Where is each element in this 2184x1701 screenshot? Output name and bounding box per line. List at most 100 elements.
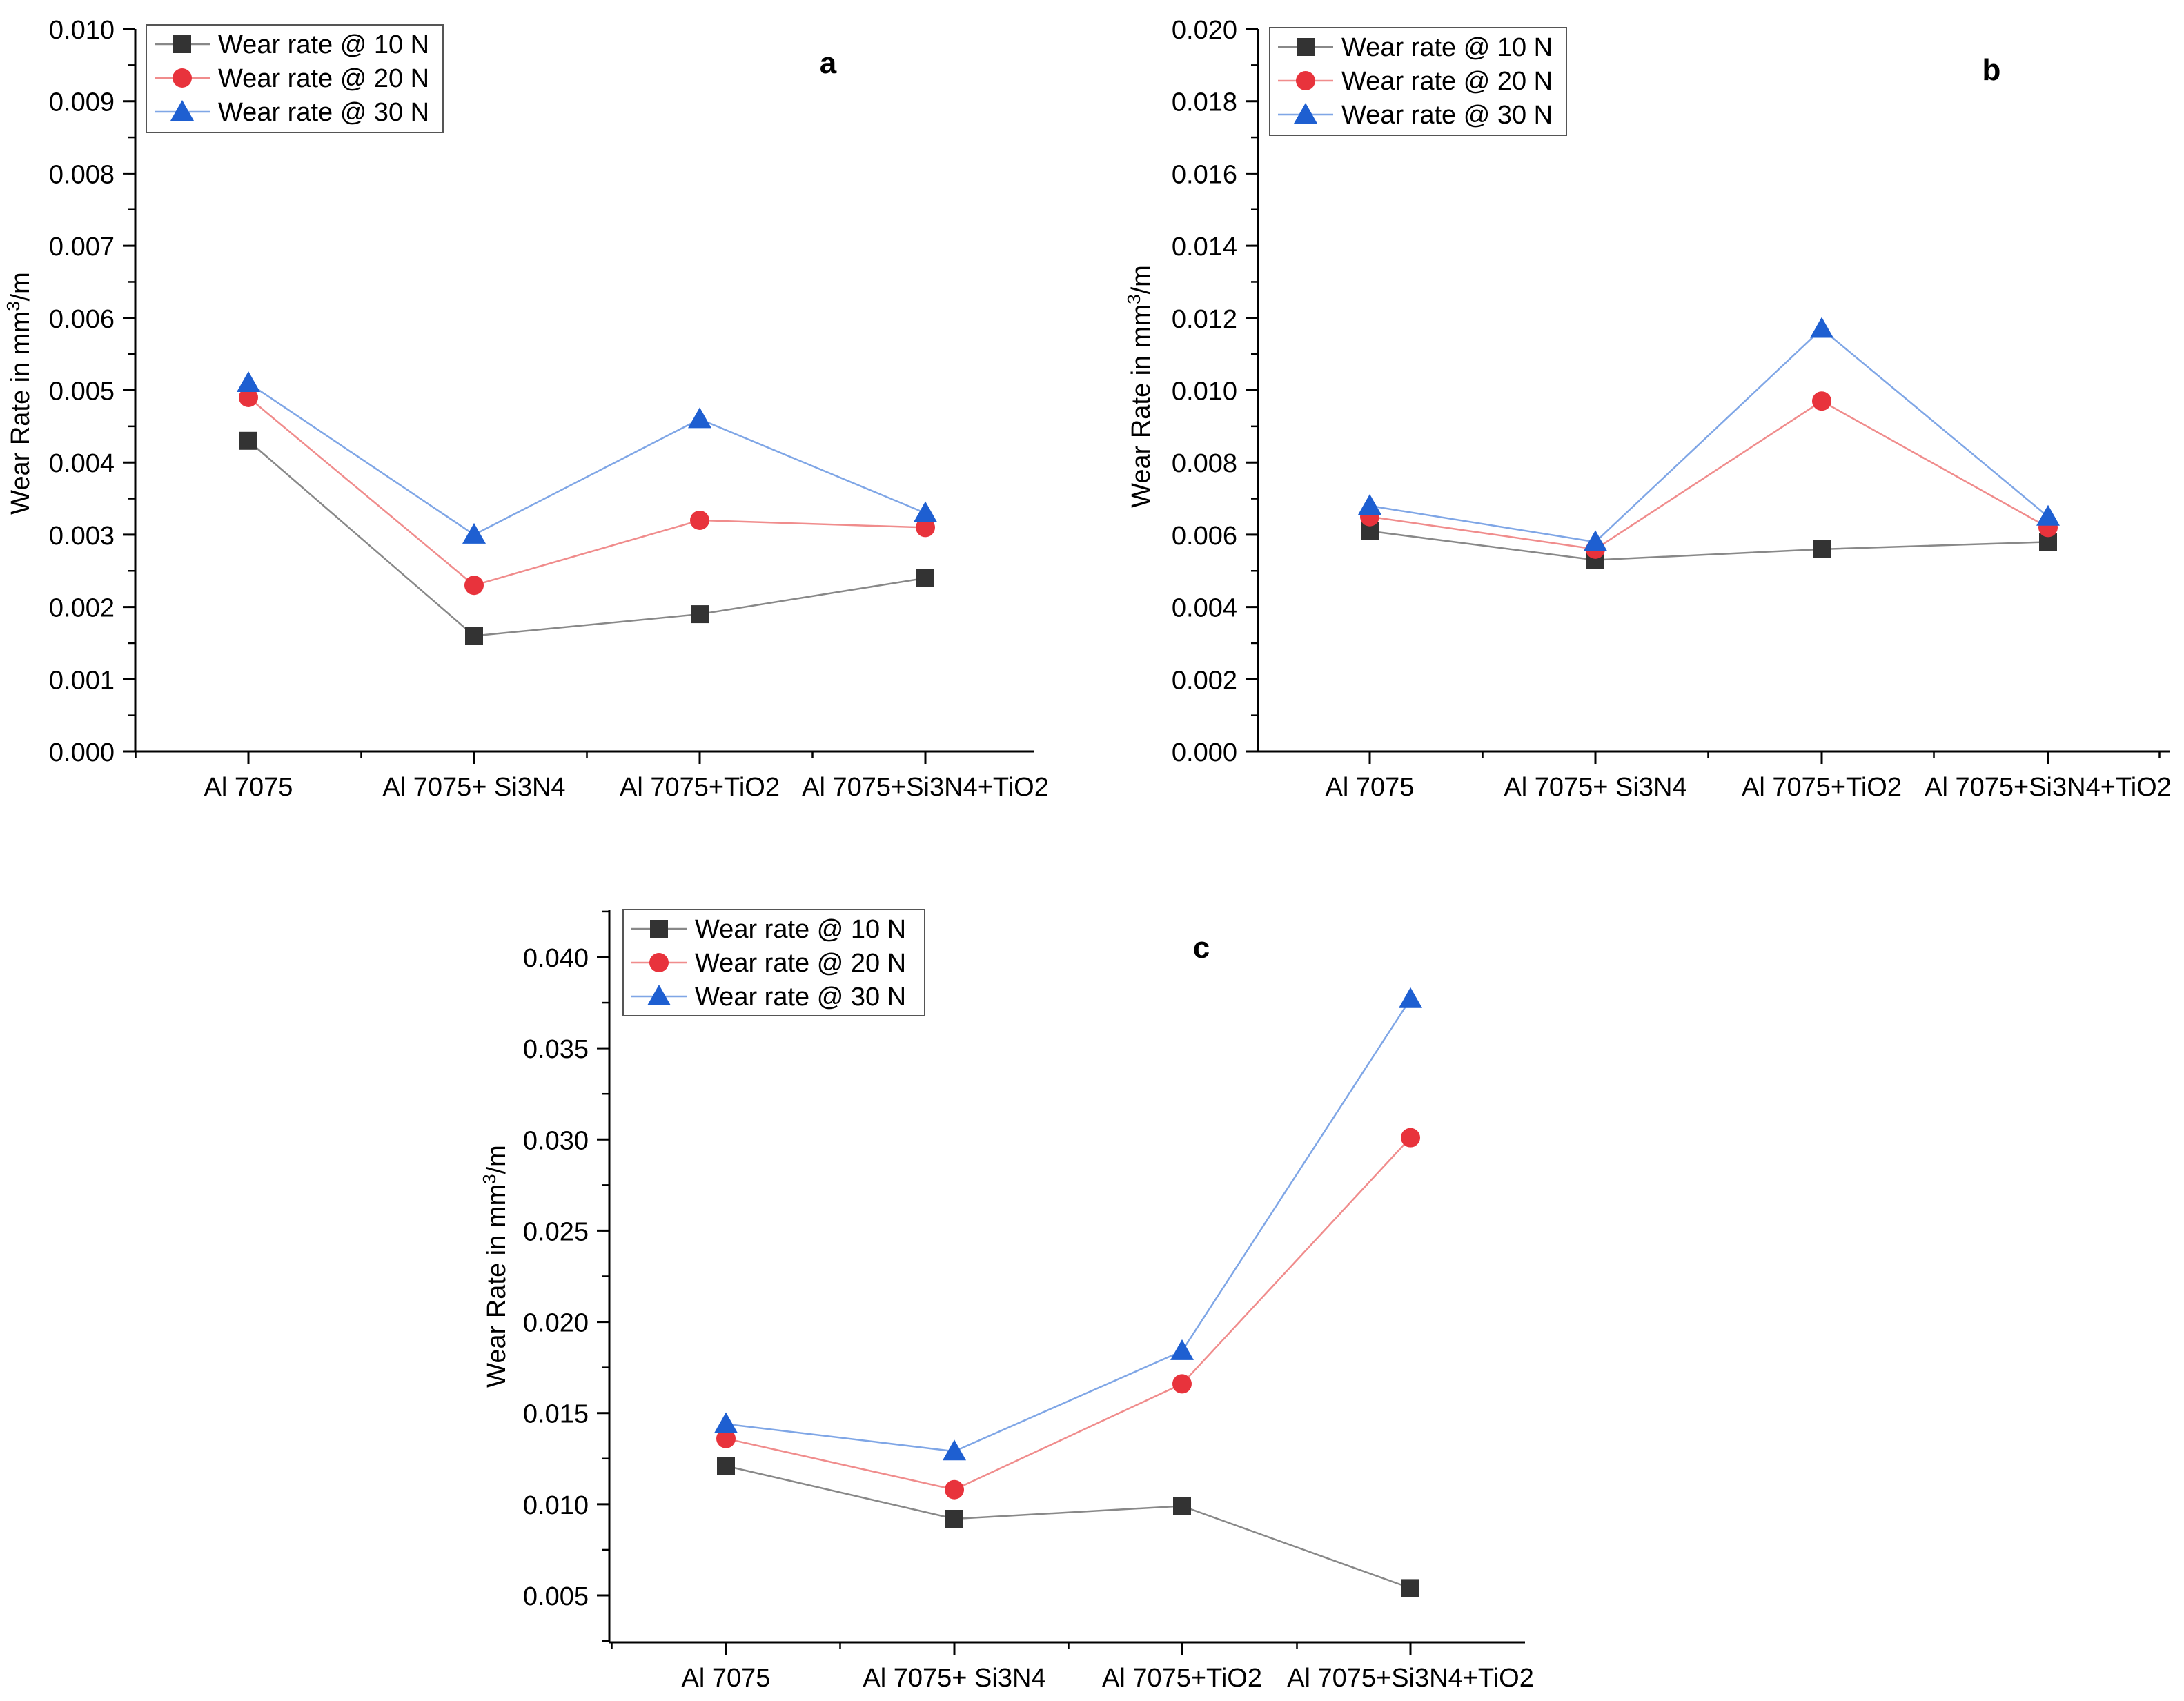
- legend: Wear rate @ 10 N Wear rate @ 20 N Wear rat…: [622, 909, 925, 1016]
- series-marker-circle: [1401, 1128, 1420, 1148]
- series-marker-square: [465, 627, 483, 645]
- series-marker-triangle: [714, 1412, 738, 1433]
- legend-entry-label: Wear rate @ 10 N: [1341, 33, 1553, 62]
- y-axis-label-superscript: 3: [1123, 294, 1144, 304]
- series-marker-square: [1813, 540, 1831, 558]
- y-tick-label: 0.015: [523, 1400, 589, 1429]
- series-line-3: [1369, 327, 2049, 543]
- series-marker-triangle: [688, 407, 711, 429]
- x-tick-label: Al 7075+Si3N4+TiO2: [1925, 773, 2172, 802]
- y-axis-label-main: Wear Rate in mm: [6, 311, 35, 515]
- y-tick-label: 0.018: [1172, 88, 1237, 117]
- legend-series-marker-circle: [649, 953, 669, 972]
- x-tick-label: Al 7075+ Si3N4: [1504, 773, 1686, 802]
- y-axis-label: Wear Rate in mm3/m: [3, 272, 35, 515]
- series-marker-square: [1173, 1497, 1191, 1515]
- x-tick-label: Al 7075+ Si3N4: [382, 773, 565, 802]
- series-marker-triangle: [1399, 987, 1422, 1008]
- panel-label: c: [1193, 931, 1210, 965]
- series-marker-circle: [1812, 391, 1831, 411]
- series-marker-square: [691, 605, 709, 624]
- y-tick-label: 0.006: [1172, 522, 1237, 551]
- series-line-3: [248, 382, 926, 536]
- legend-entry-label: Wear rate @ 20 N: [218, 64, 429, 93]
- series-line-2: [725, 1137, 1411, 1491]
- y-tick-label: 0.006: [49, 305, 115, 334]
- panel-label: b: [1983, 53, 2001, 87]
- legend-series-marker-square: [173, 35, 191, 53]
- y-tick-label: 0.004: [1172, 594, 1237, 623]
- legend-series-marker-triangle: [647, 985, 671, 1005]
- y-tick-label: 0.002: [49, 594, 115, 623]
- legend-series-marker-circle: [173, 68, 192, 88]
- series-marker-circle: [239, 387, 258, 407]
- y-axis-label-main: Wear Rate in mm: [1127, 304, 1156, 508]
- y-tick-label: 0.000: [49, 738, 115, 767]
- y-axis-label-unit: /m: [1127, 265, 1156, 294]
- series-marker-circle: [916, 518, 935, 538]
- series-marker-square: [717, 1457, 735, 1475]
- legend-entry-label: Wear rate @ 30 N: [1341, 101, 1553, 130]
- y-tick-label: 0.014: [1172, 233, 1237, 262]
- y-tick-label: 0.010: [49, 16, 115, 45]
- y-tick-label: 0.035: [523, 1035, 589, 1064]
- series-line-2: [248, 397, 926, 587]
- legend-series-marker-triangle: [1294, 103, 1317, 124]
- y-tick-label: 0.016: [1172, 160, 1237, 189]
- series-marker-square: [945, 1510, 963, 1528]
- legend-entry-label: Wear rate @ 20 N: [1341, 67, 1553, 96]
- y-tick-label: 0.010: [523, 1491, 589, 1520]
- series-line-1: [248, 440, 926, 637]
- y-axis-label: Wear Rate in mm3/m: [479, 1145, 511, 1388]
- panel-label: a: [820, 46, 837, 80]
- x-tick-label: Al 7075: [1326, 773, 1415, 802]
- series-marker-triangle: [1358, 494, 1381, 515]
- series-marker-square: [239, 431, 257, 450]
- series-marker-triangle: [1170, 1339, 1194, 1360]
- legend-entry-label: Wear rate @ 30 N: [695, 983, 906, 1012]
- series-line-3: [725, 999, 1412, 1453]
- series-marker-circle: [945, 1479, 964, 1500]
- series-marker-square: [916, 569, 934, 587]
- chart-panel-b: 0.000 0.002 0.004 0.006 0.008 0.010 0.012 0.014…: [1123, 16, 2172, 802]
- legend-series-marker-square: [650, 920, 668, 938]
- series-marker-triangle: [462, 522, 486, 544]
- y-tick-label: 0.002: [1172, 666, 1237, 695]
- y-tick-label: 0.005: [49, 377, 115, 406]
- legend: Wear rate @ 10 N Wear rate @ 20 N Wear rat…: [146, 24, 444, 133]
- y-tick-label: 0.020: [523, 1309, 589, 1338]
- legend-entry-label: Wear rate @ 20 N: [695, 949, 906, 978]
- legend: Wear rate @ 10 N Wear rate @ 20 N Wear rat…: [1269, 27, 1567, 136]
- legend-series-marker-circle: [1296, 71, 1315, 90]
- legend-entry-label: Wear rate @ 10 N: [695, 915, 906, 944]
- y-axis-label-superscript: 3: [3, 301, 23, 311]
- legend-series-marker-square: [1297, 38, 1315, 56]
- y-tick-label: 0.040: [523, 944, 589, 973]
- legend-entry-label: Wear rate @ 10 N: [218, 30, 429, 59]
- legend-series-marker-triangle: [170, 100, 194, 121]
- chart-panel-c: 0.005 0.010 0.015 0.020 0.025 0.030 0.035 0.040…: [479, 909, 1534, 1693]
- series-marker-triangle: [943, 1439, 966, 1461]
- series-marker-triangle: [2036, 504, 2060, 526]
- series-marker-circle: [716, 1428, 736, 1448]
- x-tick-label: Al 7075+Si3N4+TiO2: [1287, 1664, 1534, 1693]
- series-line-1: [1369, 530, 2049, 561]
- x-tick-label: Al 7075+ Si3N4: [863, 1664, 1045, 1693]
- y-tick-label: 0.010: [1172, 377, 1237, 406]
- x-tick-label: Al 7075+Si3N4+TiO2: [802, 773, 1049, 802]
- legend-entry-label: Wear rate @ 30 N: [218, 98, 429, 127]
- y-tick-label: 0.000: [1172, 738, 1237, 767]
- y-tick-label: 0.009: [49, 88, 115, 117]
- series-marker-triangle: [1584, 530, 1607, 551]
- series-marker-triangle: [914, 501, 937, 522]
- y-tick-label: 0.003: [49, 522, 115, 551]
- x-tick-label: Al 7075+TiO2: [620, 773, 780, 802]
- series-marker-triangle: [237, 371, 260, 393]
- x-tick-label: Al 7075+TiO2: [1742, 773, 1902, 802]
- y-tick-label: 0.001: [49, 666, 115, 695]
- series-marker-circle: [690, 510, 709, 530]
- y-tick-label: 0.007: [49, 233, 115, 262]
- chart-panel-a: 0.000 0.001 0.002 0.003 0.004 0.005 0.006 0.007…: [3, 16, 1049, 802]
